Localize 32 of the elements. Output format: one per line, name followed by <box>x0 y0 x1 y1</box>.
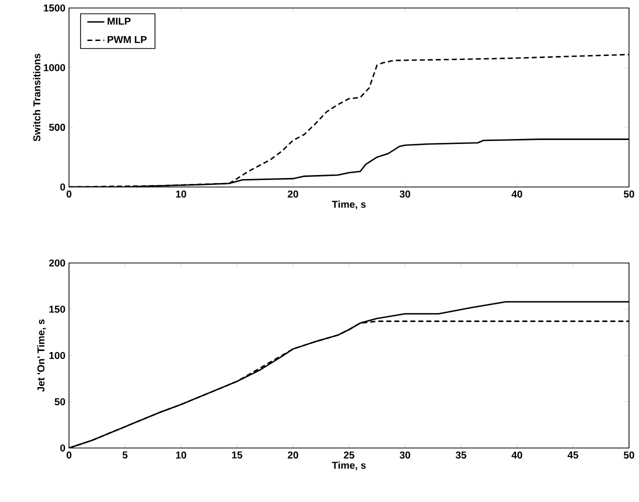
x-tick-label: 35 <box>456 452 466 459</box>
x-tick-label: 30 <box>400 190 410 198</box>
y-tick-label: 200 <box>49 259 66 267</box>
x-tick-label: 40 <box>512 452 522 459</box>
x-tick-label: 0 <box>66 190 72 198</box>
x-tick-label: 10 <box>176 190 186 198</box>
x-tick-label: 5 <box>122 452 128 458</box>
x-tick-label: 20 <box>288 452 298 459</box>
y-axis-title: Switch Transitions <box>33 54 40 142</box>
x-tick-label: 30 <box>400 452 410 459</box>
x-tick-label: 25 <box>344 452 354 459</box>
x-tick-label: 40 <box>512 190 522 198</box>
x-tick-label: 0 <box>66 452 72 459</box>
y-tick-label: 0 <box>60 444 66 452</box>
x-tick-label: 20 <box>288 190 298 198</box>
y-tick-label: 500 <box>49 124 66 131</box>
x-tick-label: 15 <box>232 452 242 458</box>
x-tick-label: 50 <box>624 452 634 459</box>
x-axis-title: Time, s <box>332 200 366 210</box>
y-tick-label: 50 <box>54 398 66 406</box>
y-axis-title: Jet 'On' Time, s <box>37 319 46 392</box>
y-tick-label: 0 <box>60 183 66 191</box>
y-tick-label: 1500 <box>44 4 66 12</box>
y-tick-label: 150 <box>49 306 66 313</box>
legend-label: PWM LP <box>108 36 147 43</box>
legend-label: MILP <box>108 18 131 25</box>
y-tick-label: 1000 <box>44 64 66 72</box>
x-tick-label: 45 <box>568 452 578 458</box>
x-tick-label: 50 <box>624 190 634 198</box>
x-tick-label: 10 <box>176 452 186 459</box>
y-tick-label: 100 <box>49 352 66 360</box>
x-axis-title: Time, s <box>332 461 366 470</box>
